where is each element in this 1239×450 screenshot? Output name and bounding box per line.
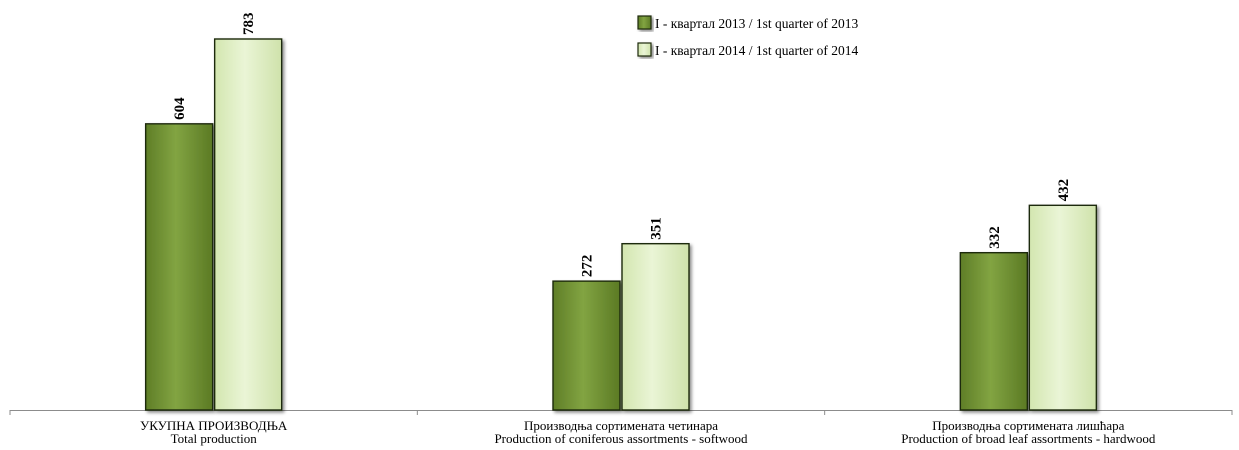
category-label: Total production: [171, 431, 258, 446]
legend-entry: I - квартал 2013 / 1st quarter of 2013: [655, 16, 858, 31]
data-label: 783: [241, 12, 257, 35]
bar-2013-0: [144, 123, 214, 411]
legend-swatch: [637, 42, 652, 57]
data-label: 604: [172, 97, 188, 120]
bar-2013-1: [552, 280, 621, 411]
bar-2014-2: [1028, 204, 1098, 411]
category-label: Production of broad leaf assortments - h…: [901, 431, 1156, 446]
data-label: 351: [649, 217, 665, 240]
category-label: Production of coniferous assortments - s…: [494, 431, 748, 446]
data-label: 272: [580, 255, 596, 278]
legend: I - квартал 2013 / 1st quarter of 2013 I …: [637, 15, 858, 58]
bar-2014-1: [621, 242, 690, 411]
data-label: 332: [987, 226, 1003, 249]
category-label: УКУПНА ПРОИЗВОДЊА: [140, 418, 288, 433]
data-label: 432: [1056, 179, 1072, 202]
category-label: Производња сортимената четинара: [524, 418, 718, 433]
bar-2014-0: [213, 38, 283, 411]
legend-swatch: [637, 15, 652, 30]
legend-entry: I - квартал 2014 / 1st quarter of 2014: [655, 43, 858, 58]
category-label: Производња сортимената лишћара: [932, 418, 1124, 433]
bar-2013-2: [959, 251, 1029, 411]
